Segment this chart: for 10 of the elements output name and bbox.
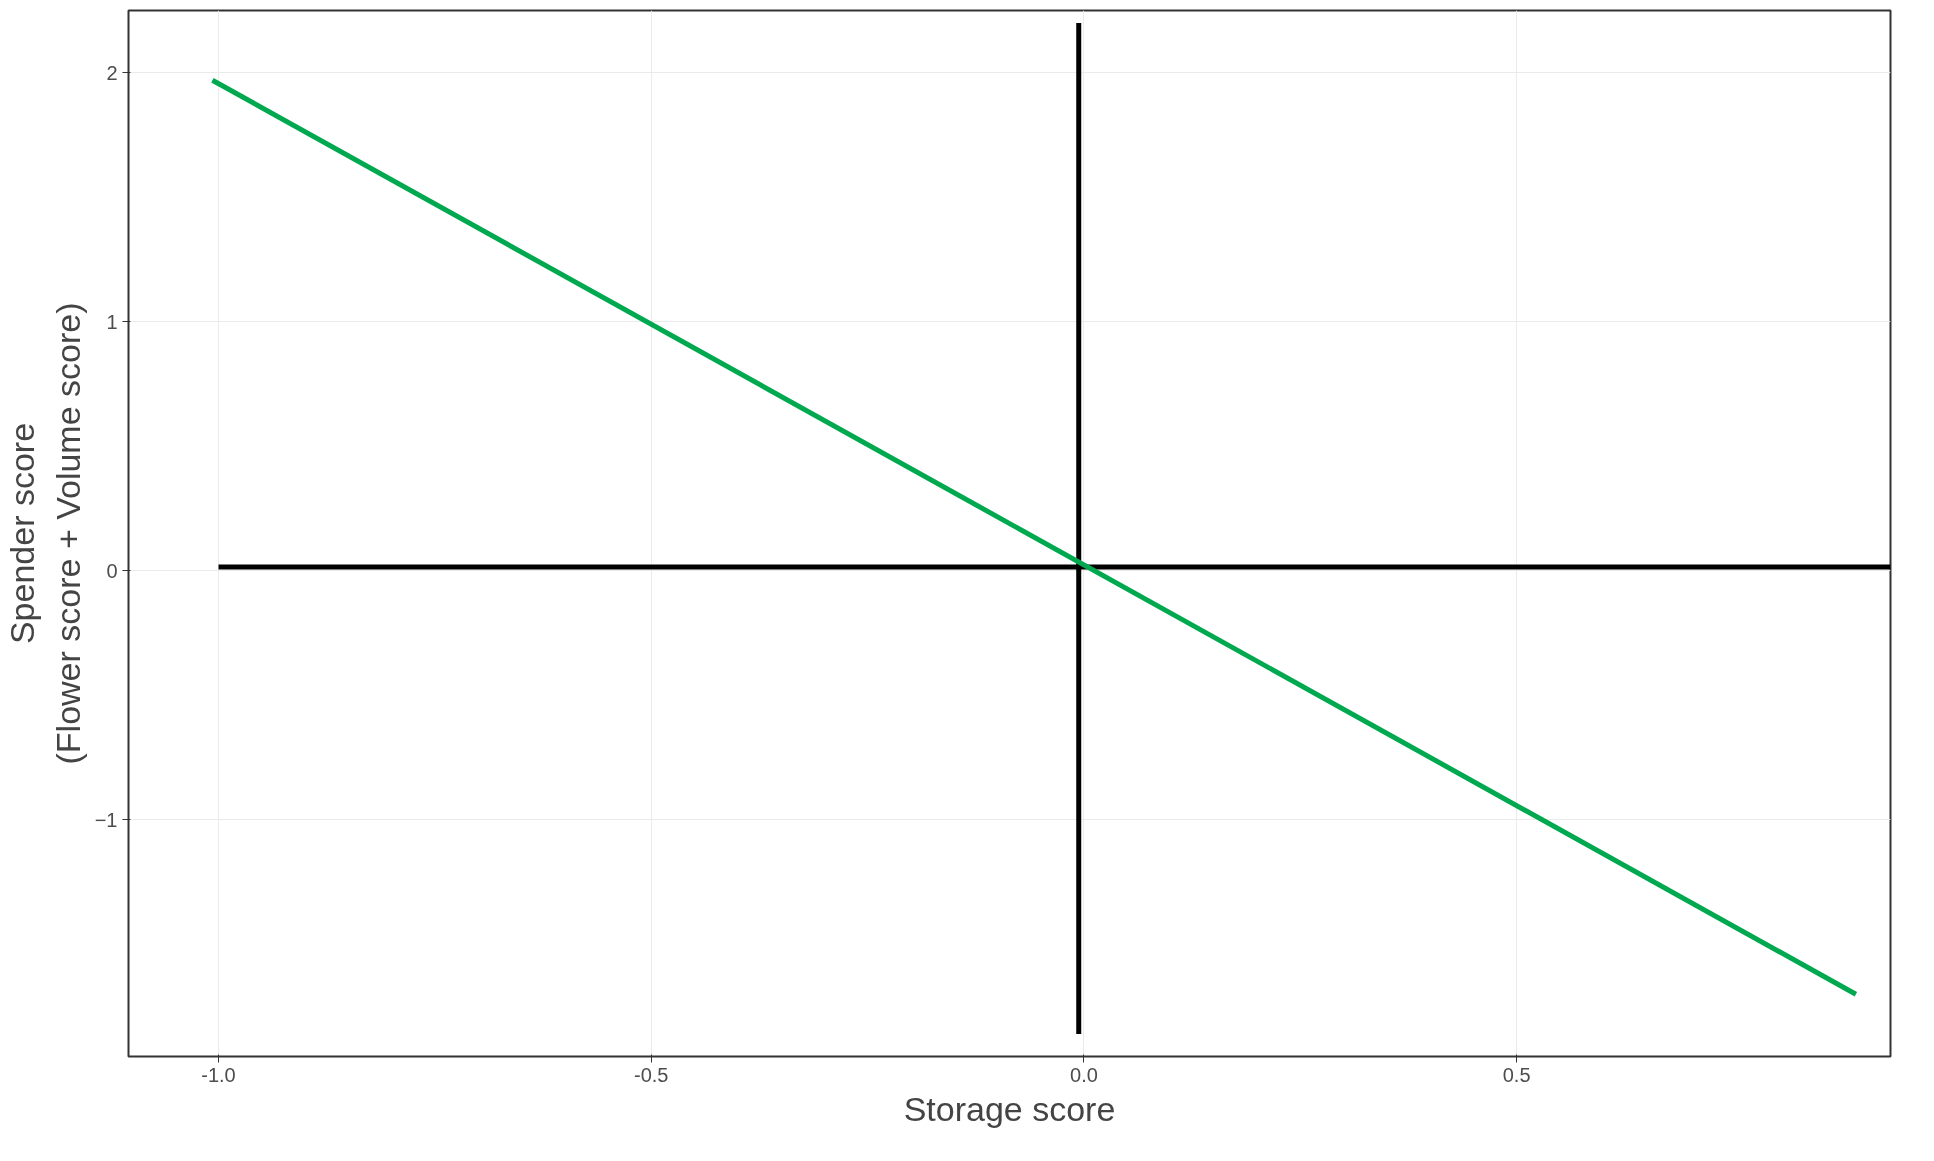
y-axis-title: Spender score (Flower score + Volume score) [3,302,87,765]
y-tick-label: 2 [106,61,118,84]
y-tick-label: −1 [94,808,118,831]
x-tick-label: 0.0 [1070,1063,1098,1086]
y-tick-label: 0 [106,559,118,582]
y-tick-label: 1 [106,310,118,333]
x-tick-label: -1.0 [201,1063,236,1086]
x-tick-label: -0.5 [633,1063,669,1086]
x-axis-title: Storage score [903,1089,1116,1128]
x-tick-label: 0.5 [1502,1063,1531,1086]
